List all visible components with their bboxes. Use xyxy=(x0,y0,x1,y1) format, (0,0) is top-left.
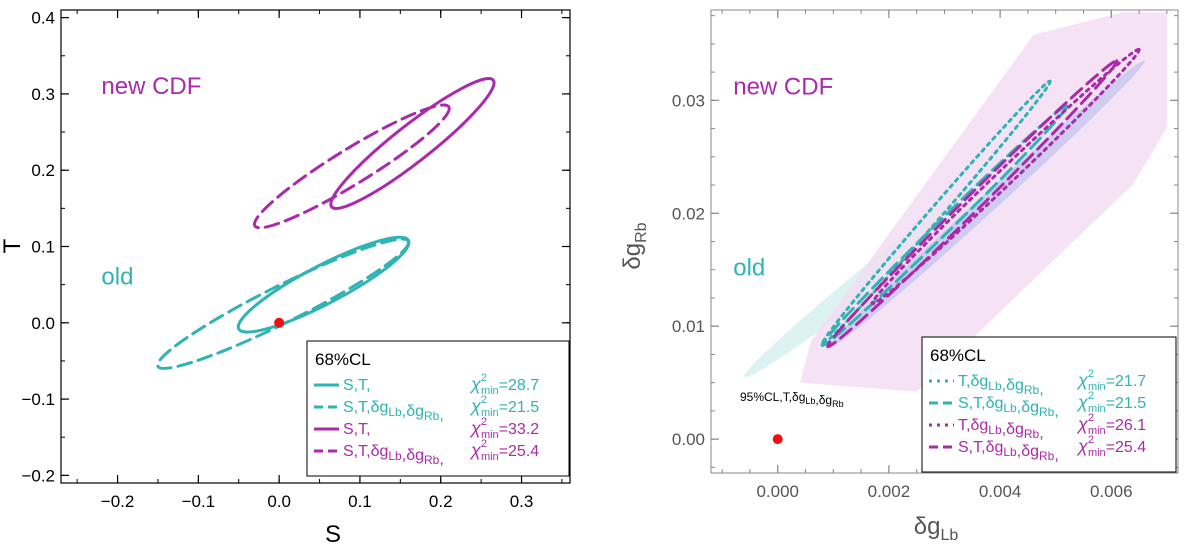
legend-entry-label: S,T,δgLb,δgRb, xyxy=(343,399,444,424)
contour-dashed xyxy=(820,104,1069,347)
legend-box xyxy=(921,336,1177,473)
legend-entry-label: S,T, xyxy=(343,377,371,394)
y-tick-label: 0.3 xyxy=(31,85,55,104)
y-tick-label: −0.2 xyxy=(21,466,55,485)
sm-point xyxy=(274,317,285,328)
group-label: new CDF xyxy=(733,74,833,101)
legend-chi2: χ2 min=28.7 xyxy=(469,372,539,397)
contour-dashed xyxy=(826,59,1119,349)
chart-panel-s-t: −0.2 −0.1 0.0 0.1 0.2 0.3 −0.2 −0.1 0.0 0.1 0.2 0.3… xyxy=(0,9,571,548)
group-labels: new CDF old xyxy=(101,73,201,291)
legend-entry-label: T,δgLb,δgRb, xyxy=(958,373,1044,398)
x-tick-label: 0.1 xyxy=(348,492,372,511)
sm-point xyxy=(772,434,783,445)
sm-point-marker xyxy=(772,434,783,445)
legend-entry-label: S,T, xyxy=(343,421,371,438)
contour-dashed xyxy=(156,237,411,370)
contour-dashed xyxy=(252,103,451,230)
legend-chi2: χ2 min=21.5 xyxy=(1076,390,1146,415)
legend-entry-label: T,δgLb,δgRb, xyxy=(958,417,1044,442)
x-tick-label: 0.002 xyxy=(868,482,911,501)
legend-chi2: χ2 min=26.1 xyxy=(1076,412,1146,437)
legend-box xyxy=(306,340,570,477)
x-tick-label: 0.3 xyxy=(510,492,534,511)
y-tick-label: 0.03 xyxy=(672,91,705,110)
y-tick-label: 0.01 xyxy=(672,317,705,336)
legend-entry-label: S,T,δgLb,δgRb, xyxy=(958,439,1059,464)
chart-panel-dgl-dgr: 0.000 0.002 0.004 0.006 0.00 0.01 0.02 0.03 new… xyxy=(619,9,1179,544)
legend-chi2: χ2 min=25.4 xyxy=(1076,434,1146,459)
legend-entry-label: S,T,δgLb,δgRb, xyxy=(343,443,444,468)
group-label: new CDF xyxy=(101,73,201,100)
legend-title: 68%CL xyxy=(930,346,986,365)
contour-dotted xyxy=(820,79,1052,346)
x-tick-label: 0.000 xyxy=(756,482,799,501)
x-axis-title: S xyxy=(325,521,341,548)
legend-chi2: χ2 min=21.7 xyxy=(1076,368,1146,393)
legend-title: 68%CL xyxy=(315,350,371,369)
legend: 68%CL T,δgLb,δgRb, χ2 min=21.7 S,T,δgLb,δgRb… xyxy=(921,336,1177,473)
legend-entry-label: S,T,δgLb,δgRb, xyxy=(958,395,1059,420)
legend-chi2: χ2 min=33.2 xyxy=(469,416,539,441)
legend-chi2: χ2 min=25.4 xyxy=(469,438,539,463)
y-tick-label: 0.0 xyxy=(31,314,55,333)
legend: 68%CL S,T, χ2 min=28.7 S,T,δgLb,δgRb, χ2 min=2… xyxy=(306,340,570,477)
x-tick-label: −0.2 xyxy=(101,492,135,511)
group-labels: new CDF old xyxy=(733,74,833,282)
y-axis-title: δgRb xyxy=(619,222,650,269)
x-tick-label: 0.006 xyxy=(1090,482,1133,501)
group-label: old xyxy=(101,264,133,291)
y-tick-label: 0.00 xyxy=(672,430,705,449)
y-tick-label: −0.1 xyxy=(21,390,55,409)
y-axis-title: T xyxy=(0,238,26,253)
y-tick-label: 0.02 xyxy=(672,204,705,223)
y-tick-label: 0.2 xyxy=(31,161,55,180)
x-tick-label: −0.1 xyxy=(182,492,216,511)
x-tick-label: 0.2 xyxy=(429,492,453,511)
region-annotation: 95%CL,T,δgLb,δgRb xyxy=(740,390,844,409)
x-tick-label: 0.004 xyxy=(979,482,1022,501)
contour-solid xyxy=(329,77,496,210)
axis-ticks: −0.2 −0.1 0.0 0.1 0.2 0.3 −0.2 −0.1 0.0 0.1 0.2 0.3… xyxy=(21,9,570,511)
y-tick-label: 0.4 xyxy=(31,9,55,28)
contour-lines xyxy=(820,47,1141,349)
legend-chi2: χ2 min=21.5 xyxy=(469,394,539,419)
x-axis-title: δgLb xyxy=(914,513,959,544)
sm-point-marker xyxy=(274,317,285,328)
contour-dotted xyxy=(870,47,1141,306)
x-tick-label: 0.0 xyxy=(267,492,291,511)
group-label: old xyxy=(733,254,765,281)
y-tick-label: 0.1 xyxy=(31,238,55,257)
contour-lines xyxy=(156,77,496,370)
